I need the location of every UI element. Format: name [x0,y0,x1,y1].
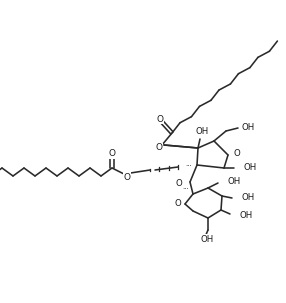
Text: OH: OH [243,164,256,172]
Text: O: O [124,172,130,181]
Text: O: O [174,199,181,208]
Text: O: O [156,115,164,124]
Text: OH: OH [227,178,240,187]
Text: ···: ··· [186,163,192,169]
Text: O: O [108,149,116,158]
Text: O: O [156,144,162,152]
Text: OH: OH [239,211,252,219]
Text: O: O [175,178,182,188]
Text: OH: OH [200,235,214,244]
Text: OH: OH [241,194,254,202]
Text: OH: OH [195,126,208,135]
Text: OH: OH [241,122,254,132]
Text: ···: ··· [183,186,189,192]
Text: O: O [233,149,240,158]
